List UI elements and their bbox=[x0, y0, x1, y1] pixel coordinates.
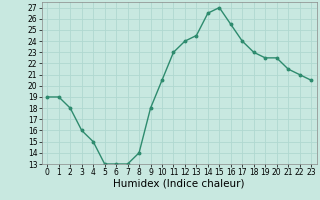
X-axis label: Humidex (Indice chaleur): Humidex (Indice chaleur) bbox=[114, 179, 245, 189]
